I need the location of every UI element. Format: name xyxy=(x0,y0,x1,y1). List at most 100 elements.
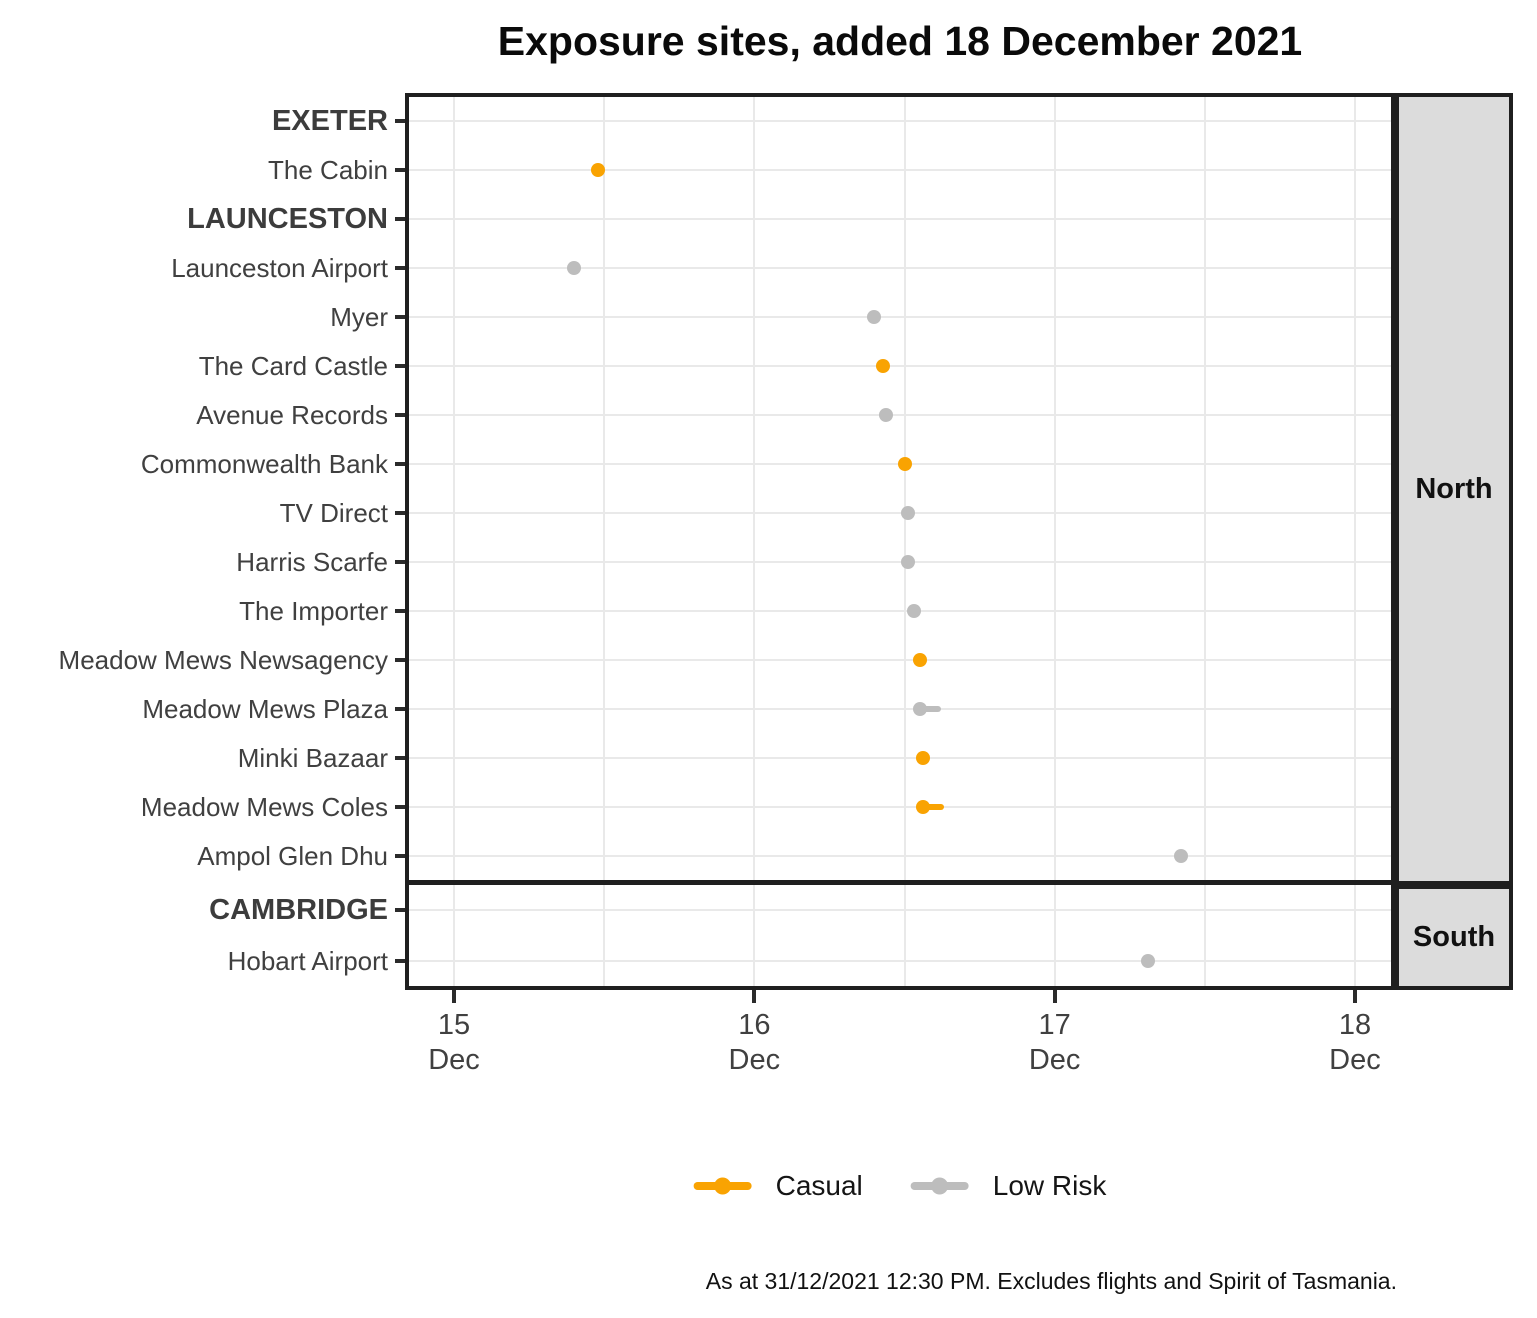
row-label-meadow-mews-coles: Meadow Mews Coles xyxy=(140,791,388,822)
y-tick xyxy=(395,364,405,369)
row-label-myer: Myer xyxy=(330,302,388,333)
chart-title: Exposure sites, added 18 December 2021 xyxy=(497,18,1303,64)
facet-strip-north: North xyxy=(1395,93,1513,885)
gridline-h xyxy=(409,316,1391,319)
gridline-v xyxy=(1353,97,1356,986)
casual-key-icon xyxy=(693,1177,752,1195)
y-tick xyxy=(395,315,405,320)
gridline-v xyxy=(1203,97,1206,986)
panel-border xyxy=(405,93,1395,990)
dot-minki-bazaar xyxy=(915,750,930,765)
dot-hobart-airport xyxy=(1140,953,1155,968)
gridline-h xyxy=(409,169,1391,172)
dot-myer xyxy=(867,310,882,325)
facet-divider xyxy=(405,880,1395,885)
gridline-h xyxy=(409,959,1391,962)
row-label-the-card-castle: The Card Castle xyxy=(198,351,388,382)
dot-the-cabin xyxy=(591,163,606,178)
row-label-avenue-records: Avenue Records xyxy=(196,400,388,431)
row-label-cambridge: CAMBRIDGE xyxy=(209,894,388,927)
gridline-h xyxy=(409,120,1391,123)
dot-launceston-airport xyxy=(567,261,582,276)
facet-strip-label: North xyxy=(1415,472,1493,505)
y-tick xyxy=(395,608,405,613)
gridline-h xyxy=(409,756,1391,759)
exposure-window-meadow-mews-coles xyxy=(922,803,944,810)
gridline-v xyxy=(603,97,606,986)
row-label-meadow-mews-plaza: Meadow Mews Plaza xyxy=(142,693,388,724)
dot-the-card-castle xyxy=(876,359,891,374)
gridline-h xyxy=(409,658,1391,661)
chart-caption: As at 31/12/2021 12:30 PM. Excludes flig… xyxy=(705,1268,1397,1294)
gridline-h xyxy=(409,511,1391,514)
gridline-v xyxy=(1053,97,1056,986)
gridline-h xyxy=(409,909,1391,912)
dot-ampol-glen-dhu xyxy=(1173,848,1188,863)
x-tick xyxy=(752,990,757,1003)
x-tick xyxy=(452,990,457,1003)
dot-tv-direct xyxy=(900,505,915,520)
y-tick xyxy=(395,462,405,467)
gridline-v xyxy=(753,97,756,986)
row-label-exeter: EXETER xyxy=(271,105,388,138)
y-tick xyxy=(395,908,405,913)
gridline-v xyxy=(453,97,456,986)
gridline-h xyxy=(409,414,1391,417)
dot-avenue-records xyxy=(879,408,894,423)
dot-harris-scarfe xyxy=(900,554,915,569)
gridline-h xyxy=(409,707,1391,710)
facet-strip-label: South xyxy=(1412,921,1496,953)
dot-commonwealth-bank xyxy=(897,457,912,472)
y-tick xyxy=(395,706,405,711)
gridline-h xyxy=(409,218,1391,221)
y-tick xyxy=(395,755,405,760)
y-tick xyxy=(395,413,405,418)
dot-meadow-mews-plaza xyxy=(912,701,927,716)
legend-item-low-risk: Low Risk xyxy=(910,1170,1107,1202)
y-tick xyxy=(395,168,405,173)
legend-item-casual: Casual xyxy=(693,1170,863,1202)
y-tick xyxy=(395,217,405,222)
row-label-hobart-airport: Hobart Airport xyxy=(227,945,388,976)
dot-meadow-mews-coles xyxy=(915,799,930,814)
row-label-minki-bazaar: Minki Bazaar xyxy=(237,742,388,773)
exposure-window-meadow-mews-plaza xyxy=(919,705,941,712)
gridline-h xyxy=(409,609,1391,612)
y-tick xyxy=(395,657,405,662)
facet-strip-south: South xyxy=(1395,885,1513,990)
low-risk-key-icon xyxy=(910,1177,969,1195)
x-tick-label-15: 15 Dec xyxy=(428,1009,480,1076)
gridline-h xyxy=(409,365,1391,368)
y-tick xyxy=(395,559,405,564)
x-tick-label-17: 17 Dec xyxy=(1028,1009,1081,1076)
y-tick xyxy=(395,510,405,515)
dot-meadow-mews-newsagency xyxy=(912,652,927,667)
row-label-meadow-mews-newsagency: Meadow Mews Newsagency xyxy=(58,644,388,675)
y-tick xyxy=(395,266,405,271)
gridline-v xyxy=(903,97,906,986)
y-tick xyxy=(395,119,405,124)
x-tick xyxy=(1352,990,1357,1003)
legend-label-casual: Casual xyxy=(775,1170,863,1201)
x-tick-label-18: 18 Dec xyxy=(1329,1009,1381,1076)
row-label-ampol-glen-dhu: Ampol Glen Dhu xyxy=(197,840,388,871)
row-label-launceston: LAUNCESTON xyxy=(187,203,388,236)
row-label-the-importer: The Importer xyxy=(239,595,388,626)
row-label-commonwealth-bank: Commonwealth Bank xyxy=(140,449,388,480)
gridline-h xyxy=(409,805,1391,808)
gridline-h xyxy=(409,854,1391,857)
x-tick xyxy=(1052,990,1057,1003)
y-tick xyxy=(395,958,405,963)
dot-the-importer xyxy=(906,603,921,618)
row-label-the-cabin: The Cabin xyxy=(268,155,388,186)
gridline-h xyxy=(409,267,1391,270)
legend-label-low-risk: Low Risk xyxy=(992,1170,1107,1201)
legend: Casual Low Risk xyxy=(693,1170,1107,1202)
gridline-h xyxy=(409,560,1391,563)
row-label-harris-scarfe: Harris Scarfe xyxy=(236,546,388,577)
row-label-tv-direct: TV Direct xyxy=(279,497,388,528)
row-label-launceston-airport: Launceston Airport xyxy=(171,253,388,284)
x-tick-label-16: 16 Dec xyxy=(728,1009,781,1076)
